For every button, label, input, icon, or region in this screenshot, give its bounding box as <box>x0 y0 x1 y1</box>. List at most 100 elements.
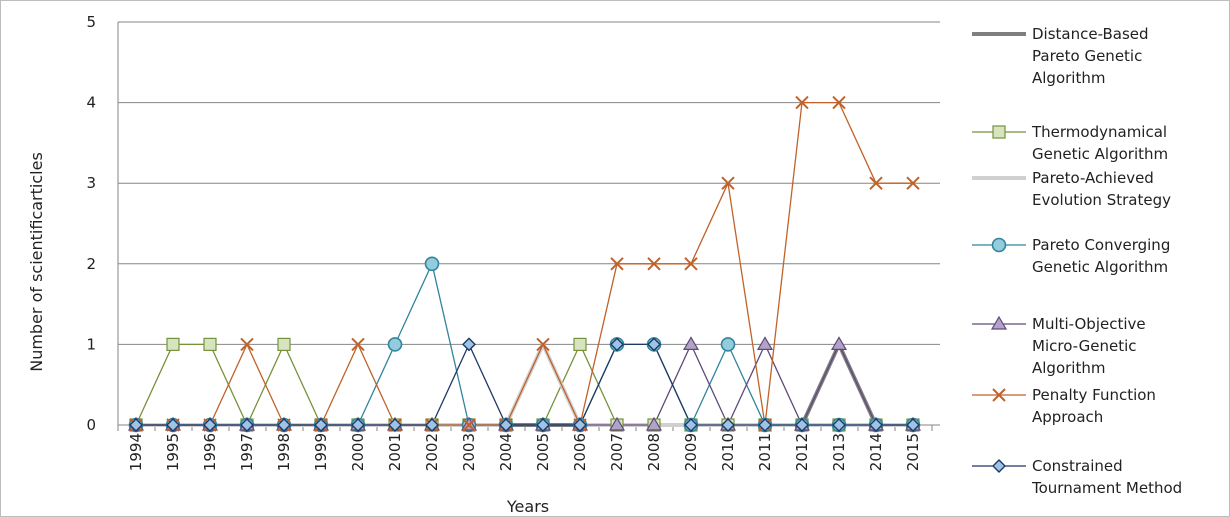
data-point <box>462 418 476 432</box>
y-tick-label: 1 <box>86 335 96 353</box>
x-tick-label: 2008 <box>645 433 663 471</box>
legend-label: Multi-Objective <box>1032 315 1146 333</box>
data-point <box>906 418 920 432</box>
data-point <box>240 418 254 432</box>
legend-label: Micro-Genetic <box>1032 337 1137 355</box>
x-tick-label: 1998 <box>275 433 293 471</box>
legend-label: Evolution Strategy <box>1032 191 1171 209</box>
x-tick-label: 1996 <box>201 433 219 471</box>
series-line-5 <box>136 101 913 426</box>
y-tick-label: 0 <box>86 416 96 434</box>
data-point <box>795 95 809 110</box>
x-tick-label: 2013 <box>830 433 848 471</box>
data-point <box>720 337 736 352</box>
data-point <box>830 336 848 350</box>
legend-label: Approach <box>1032 408 1103 426</box>
x-tick-label: 2007 <box>608 433 626 471</box>
data-point <box>758 418 772 432</box>
y-tick-label: 2 <box>86 255 96 273</box>
y-tick-label: 3 <box>86 174 96 192</box>
data-point <box>721 418 735 432</box>
data-point <box>203 418 217 432</box>
data-point <box>166 418 180 432</box>
data-point <box>645 416 663 431</box>
data-point <box>536 337 550 352</box>
data-point <box>647 337 661 352</box>
x-tick-label: 2015 <box>904 433 922 471</box>
x-tick-label: 2000 <box>349 433 367 471</box>
legend-marker <box>991 237 1007 253</box>
x-tick-label: 2010 <box>719 433 737 471</box>
data-point <box>240 337 254 352</box>
x-tick-label: 2012 <box>793 433 811 471</box>
data-point <box>682 336 700 350</box>
legend-label: Distance-Based <box>1032 25 1149 43</box>
legend-label: Constrained <box>1032 457 1123 475</box>
data-point <box>721 176 735 190</box>
series-lines <box>135 101 913 427</box>
y-axis-ticks: 0 1 2 3 4 5 <box>86 13 96 434</box>
data-point <box>684 257 698 271</box>
y-tick-label: 4 <box>86 94 96 112</box>
data-point <box>277 418 291 432</box>
series-line-6 <box>136 343 913 426</box>
legend-label: Thermodynamical <box>1031 123 1167 141</box>
x-tick-label: 2014 <box>867 433 885 471</box>
data-point <box>610 337 624 352</box>
legend-label: Penalty Function <box>1032 386 1156 404</box>
y-axis-title: Number of scientificarticles <box>27 152 46 372</box>
x-tick-label: 1997 <box>238 433 256 471</box>
data-point <box>425 418 439 432</box>
series-markers <box>127 95 922 433</box>
data-point <box>462 337 476 352</box>
x-tick-label: 1995 <box>164 433 182 471</box>
legend-label: Algorithm <box>1032 69 1105 87</box>
y-tick-label: 5 <box>86 13 96 31</box>
data-point <box>756 336 774 350</box>
data-point <box>608 416 626 431</box>
data-point <box>387 337 403 352</box>
x-tick-label: 2002 <box>423 433 441 471</box>
data-point <box>351 337 365 352</box>
legend-label: Tournament Method <box>1031 479 1182 497</box>
x-axis-ticks: 1994 1995 1996 1997 1998 1999 2000 2001 2002 2003… <box>127 433 922 471</box>
legend-marker <box>992 459 1006 473</box>
data-point <box>129 418 143 432</box>
legend-marker <box>992 125 1006 139</box>
x-tick-label: 2005 <box>534 433 552 471</box>
data-point <box>610 257 624 271</box>
data-point <box>869 176 883 190</box>
data-point <box>573 337 587 351</box>
data-point <box>906 176 920 190</box>
data-point <box>832 418 846 432</box>
x-tick-label: 2003 <box>460 433 478 471</box>
data-point <box>166 337 180 351</box>
legend: Distance-Based Pareto Genetic Algorithm The… <box>972 25 1182 497</box>
legend-label: Pareto-Achieved <box>1032 169 1154 187</box>
data-point <box>388 418 402 432</box>
legend-label: Genetic Algorithm <box>1032 258 1168 276</box>
x-tick-label: 2006 <box>571 433 589 471</box>
x-tick-label: 2011 <box>756 433 774 471</box>
gridlines <box>117 21 940 431</box>
data-point <box>573 418 587 432</box>
x-tick-label: 1994 <box>127 433 145 471</box>
data-point <box>869 418 883 432</box>
data-point <box>314 418 328 432</box>
data-point <box>351 418 365 432</box>
legend-label: Genetic Algorithm <box>1032 145 1168 163</box>
data-point <box>424 256 440 272</box>
legend-label: Pareto Genetic <box>1032 47 1142 65</box>
legend-marker <box>992 388 1006 402</box>
legend-label: Algorithm <box>1032 359 1105 377</box>
data-point <box>499 418 513 432</box>
data-point <box>795 418 809 432</box>
data-point <box>684 418 698 432</box>
data-point <box>277 337 291 351</box>
data-point <box>832 95 846 110</box>
x-tick-label: 1999 <box>312 433 330 471</box>
x-tick-label: 2009 <box>682 433 700 471</box>
data-point <box>203 337 217 351</box>
legend-marker <box>990 315 1008 330</box>
